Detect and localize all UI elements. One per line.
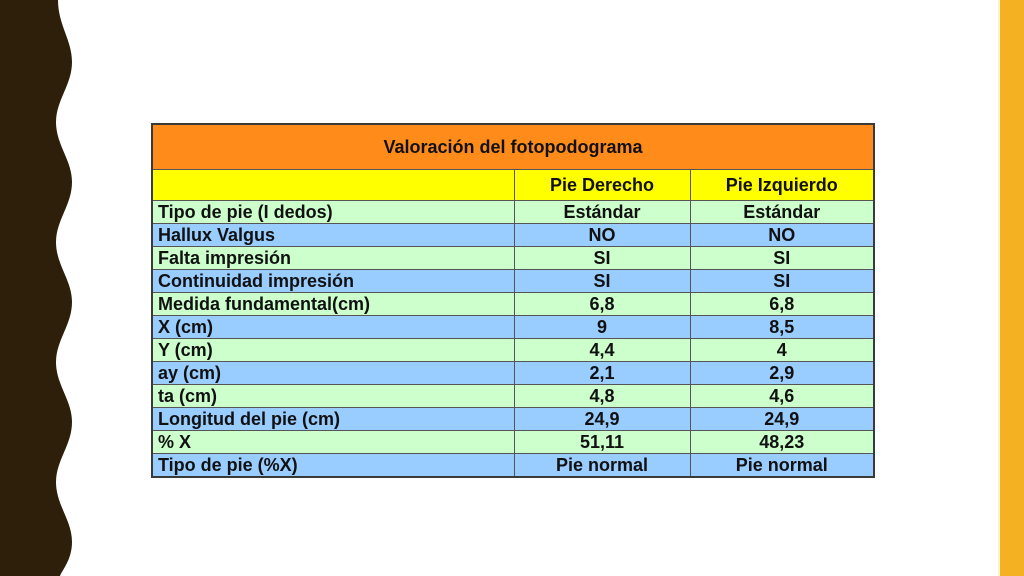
pie-derecho-value: 24,9 [513,407,691,431]
wavy-left-border [0,0,72,576]
table-row: Tipo de pie (%X) Pie normal Pie normal [151,453,875,478]
table-row: Continuidad impresión SI SI [151,269,875,293]
pie-derecho-value: NO [513,223,691,247]
row-label: Medida fundamental(cm) [151,292,515,316]
pie-izquierdo-value: 2,9 [689,361,875,385]
pie-izquierdo-value: 4 [689,338,875,362]
pie-derecho-value: SI [513,246,691,270]
pie-izquierdo-value: NO [689,223,875,247]
fotopodograma-table: Valoración del fotopodograma Pie Derecho… [151,123,875,478]
pie-izquierdo-value: 4,6 [689,384,875,408]
header-pie-derecho: Pie Derecho [513,169,691,201]
pie-derecho-value: 4,8 [513,384,691,408]
pie-derecho-value: Estándar [513,200,691,224]
row-label: ay (cm) [151,361,515,385]
title-row: Valoración del fotopodograma [151,123,875,170]
table-title: Valoración del fotopodograma [151,123,875,170]
table-row: X (cm) 9 8,5 [151,315,875,339]
pie-izquierdo-value: Pie normal [689,453,875,478]
pie-derecho-value: 2,1 [513,361,691,385]
pie-izquierdo-value: Estándar [689,200,875,224]
right-accent-bar [1000,0,1024,576]
pie-izquierdo-value: 48,23 [689,430,875,454]
pie-derecho-value: 51,11 [513,430,691,454]
table-row: Tipo de pie (I dedos) Estándar Estándar [151,200,875,224]
table-row: Medida fundamental(cm) 6,8 6,8 [151,292,875,316]
pie-izquierdo-value: SI [689,246,875,270]
row-label: Hallux Valgus [151,223,515,247]
pie-derecho-value: 4,4 [513,338,691,362]
pie-derecho-value: 6,8 [513,292,691,316]
pie-derecho-value: 9 [513,315,691,339]
header-row: Pie Derecho Pie Izquierdo [151,169,875,201]
row-label: Falta impresión [151,246,515,270]
table-row: Longitud del pie (cm) 24,9 24,9 [151,407,875,431]
row-label: Continuidad impresión [151,269,515,293]
table-row: ta (cm) 4,8 4,6 [151,384,875,408]
table-row: ay (cm) 2,1 2,9 [151,361,875,385]
row-label: Longitud del pie (cm) [151,407,515,431]
row-label: Y (cm) [151,338,515,362]
table-row: Falta impresión SI SI [151,246,875,270]
table-row: % X 51,11 48,23 [151,430,875,454]
row-label: X (cm) [151,315,515,339]
pie-derecho-value: SI [513,269,691,293]
right-accent-line [998,0,1000,576]
pie-izquierdo-value: 24,9 [689,407,875,431]
header-blank-cell [151,169,515,201]
row-label: Tipo de pie (I dedos) [151,200,515,224]
pie-izquierdo-value: SI [689,269,875,293]
row-label: ta (cm) [151,384,515,408]
header-pie-izquierdo: Pie Izquierdo [689,169,875,201]
pie-izquierdo-value: 8,5 [689,315,875,339]
table-row: Y (cm) 4,4 4 [151,338,875,362]
row-label: Tipo de pie (%X) [151,453,515,478]
row-label: % X [151,430,515,454]
pie-derecho-value: Pie normal [513,453,691,478]
table-row: Hallux Valgus NO NO [151,223,875,247]
pie-izquierdo-value: 6,8 [689,292,875,316]
